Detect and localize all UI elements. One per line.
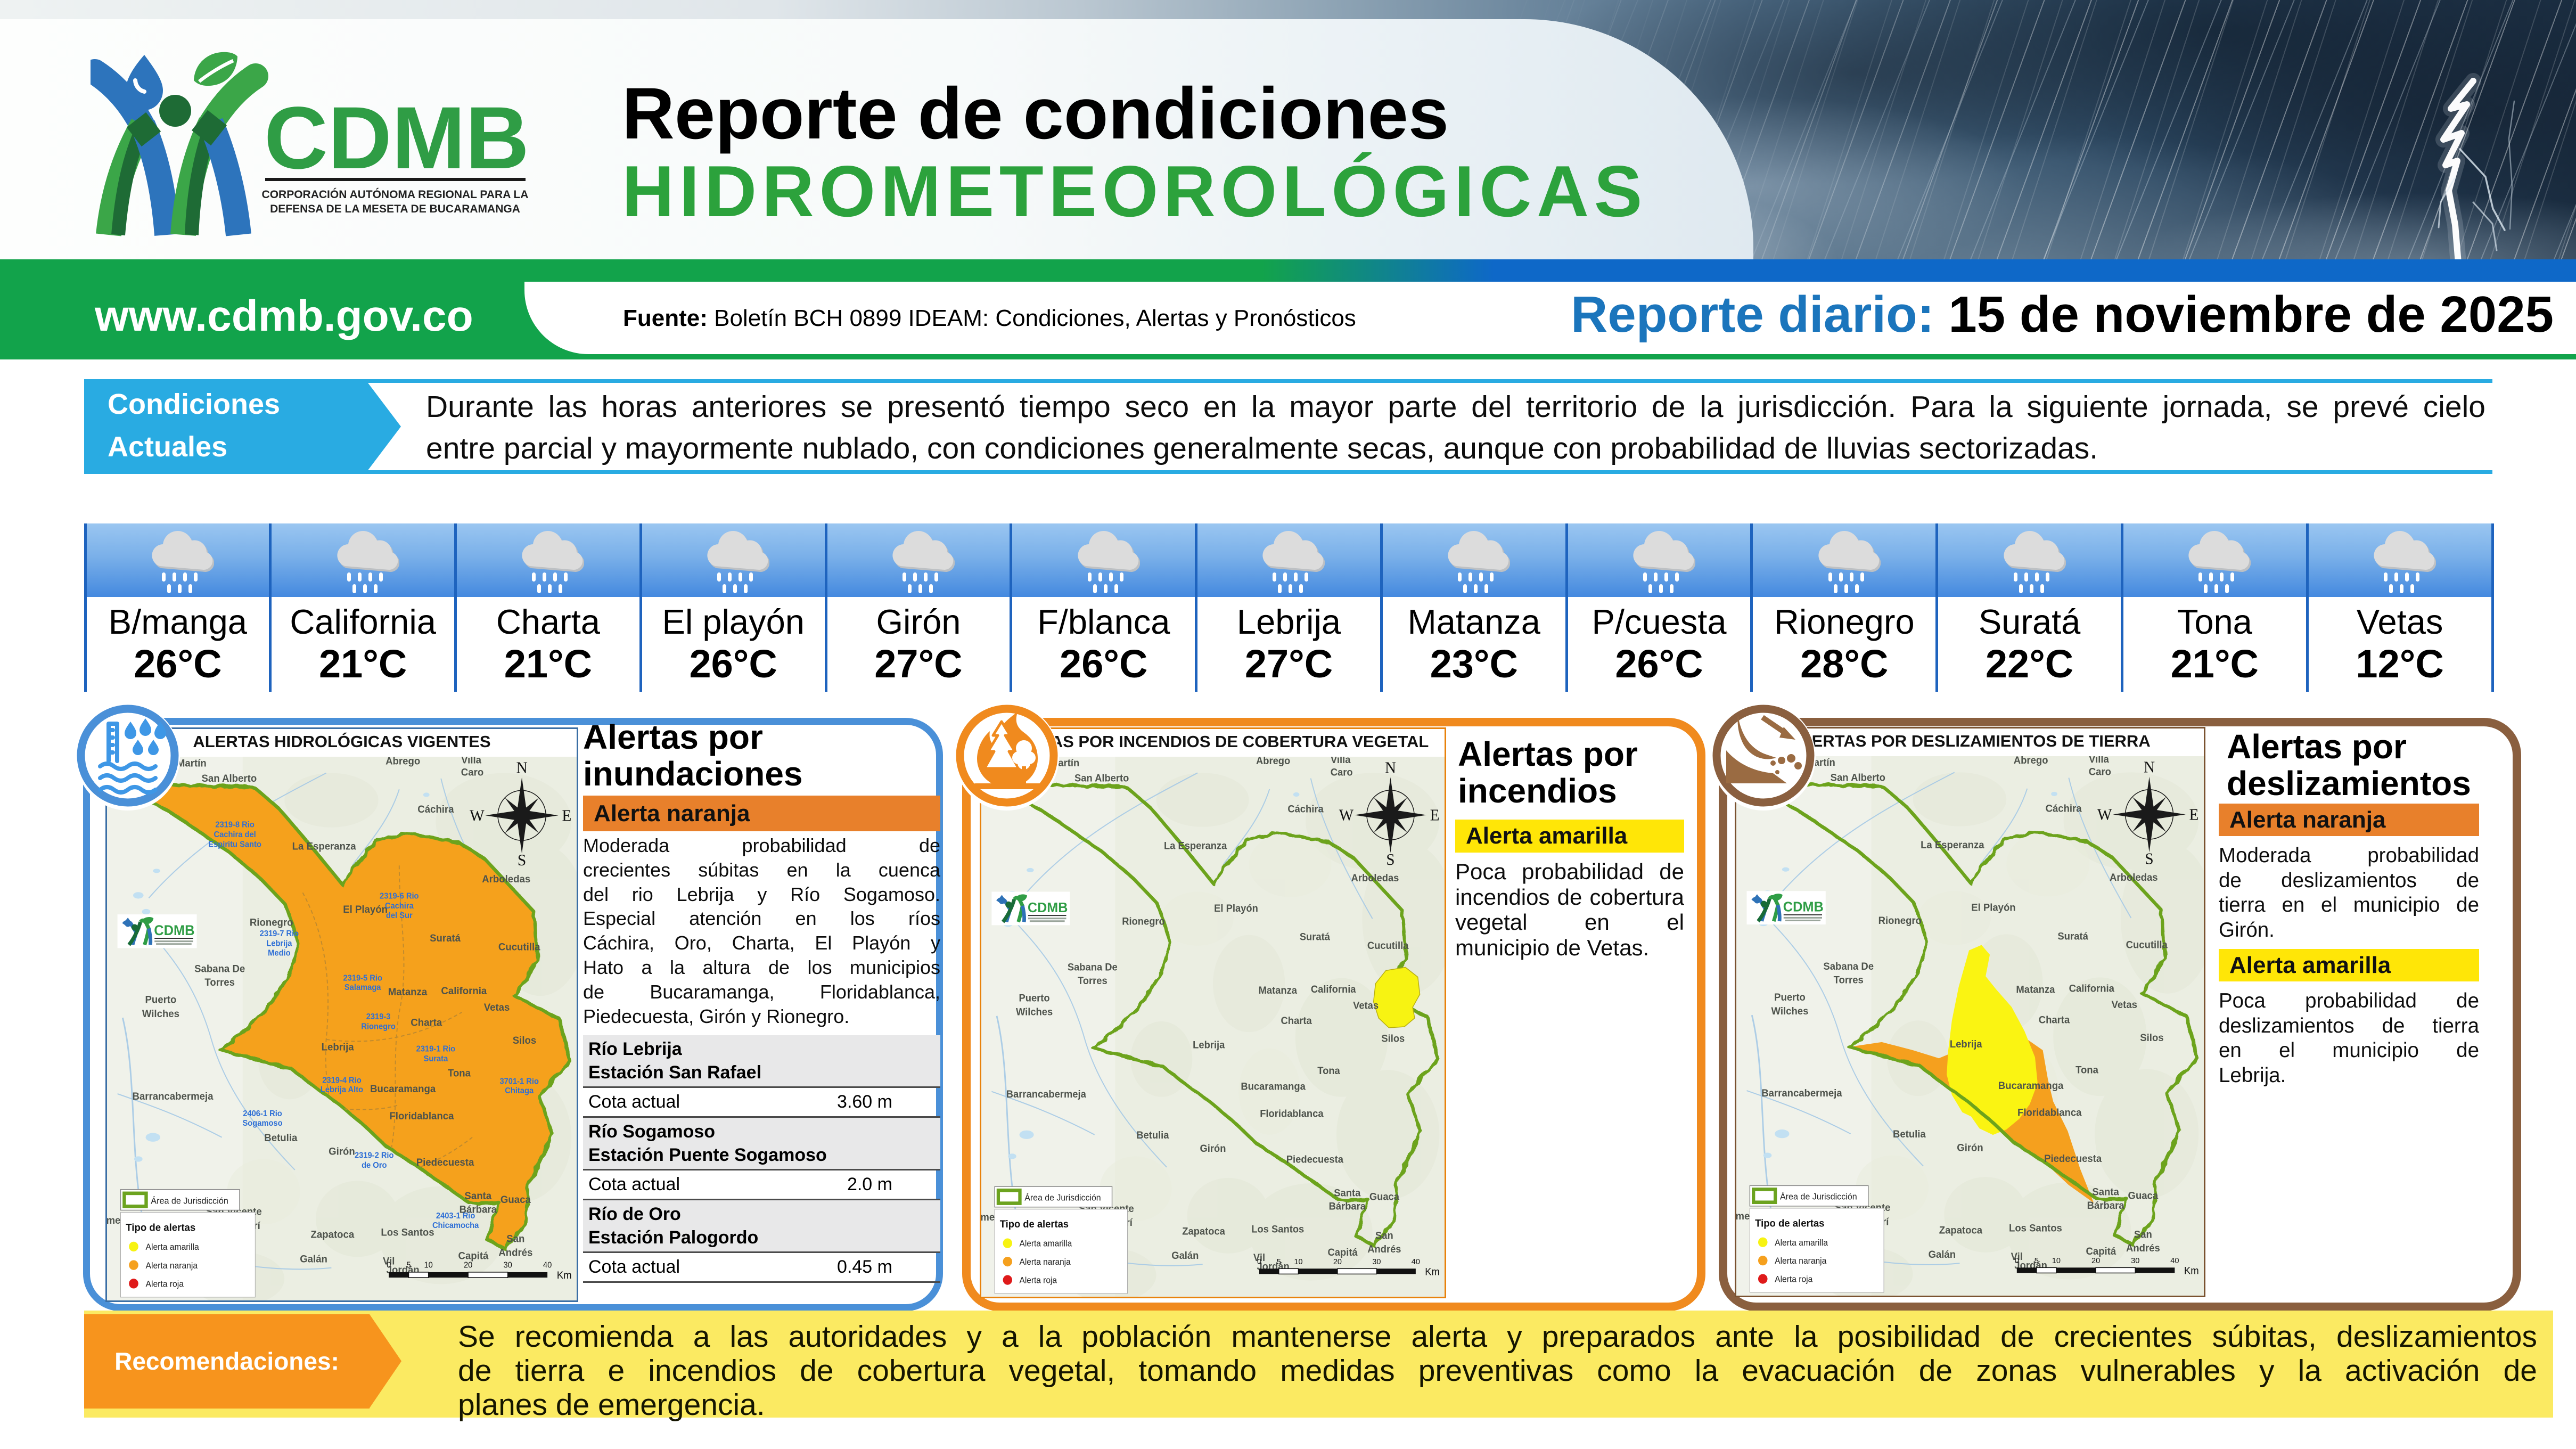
- svg-text:DEFENSA DE LA MESETA DE BUCARA: DEFENSA DE LA MESETA DE BUCARAMANGA: [270, 203, 520, 215]
- svg-text:CDMB: CDMB: [264, 89, 529, 187]
- svg-text:CORPORACIÓN AUTÓNOMA REGIONAL: CORPORACIÓN AUTÓNOMA REGIONAL PARA LA: [262, 188, 529, 201]
